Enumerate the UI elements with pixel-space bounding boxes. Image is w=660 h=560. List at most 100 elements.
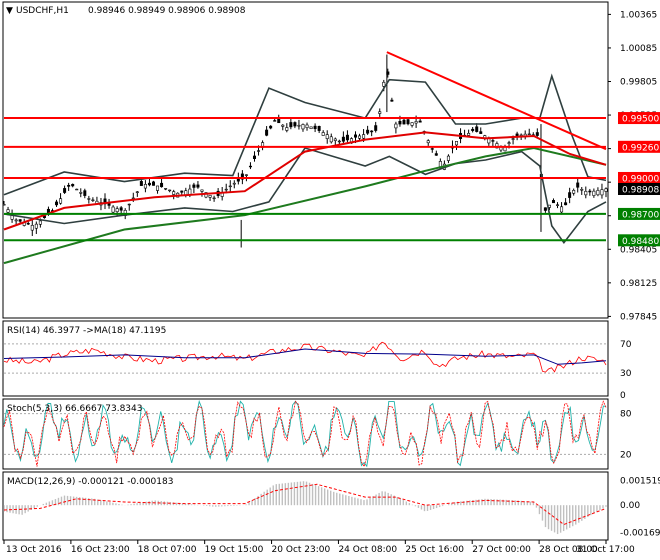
- candle-body: [564, 202, 568, 206]
- candle-body: [180, 190, 184, 193]
- candle-body: [325, 134, 329, 139]
- candle-body: [71, 183, 75, 187]
- level-price-tag: [618, 234, 660, 247]
- candle-body: [139, 181, 143, 186]
- candle-body: [580, 188, 584, 191]
- candle-body: [584, 190, 588, 196]
- candle-body: [543, 207, 547, 211]
- time-axis-label: 18 Oct 07:00: [138, 545, 197, 555]
- candle-body: [402, 119, 406, 125]
- candle-body: [527, 133, 531, 136]
- candle-body: [6, 209, 10, 213]
- candle-body: [446, 155, 450, 161]
- candle-body: [224, 188, 228, 191]
- candle-body: [87, 198, 91, 200]
- level-price-tag-text: 0.98700: [622, 210, 659, 220]
- time-axis-label: 27 Oct 00:00: [472, 545, 531, 555]
- price-panel-frame: [2, 1, 609, 319]
- macd-axis-label: 0.001519: [620, 477, 660, 487]
- candle-body: [438, 161, 442, 168]
- candle-body: [354, 134, 358, 138]
- candle-body: [2, 204, 6, 206]
- candle-body: [188, 188, 192, 195]
- macd-signal-line: [3, 483, 607, 526]
- candle-body: [14, 219, 18, 222]
- candle-body: [507, 142, 511, 144]
- candle-body: [305, 124, 309, 128]
- candle-body: [240, 173, 244, 180]
- candle-body: [151, 181, 155, 186]
- candle-body: [313, 125, 317, 130]
- candle-body: [551, 200, 555, 204]
- level-price-tag-text: 0.99000: [622, 174, 659, 184]
- time-axis-label: 19 Oct 15:00: [205, 545, 264, 555]
- candle-body: [406, 119, 410, 125]
- candle-body: [83, 190, 87, 196]
- candle-body: [232, 182, 236, 185]
- candle-body: [572, 190, 576, 194]
- candle-body: [248, 165, 252, 168]
- candle-body: [556, 204, 560, 206]
- candle-body: [592, 190, 596, 196]
- candle-body: [67, 184, 71, 187]
- candle-body: [515, 133, 519, 137]
- candle-body: [568, 192, 572, 198]
- current-price-tag-text: 0.98908: [622, 186, 659, 196]
- stoch-panel-frame: [2, 398, 609, 470]
- time-axis-label: 13 Oct 2016: [6, 545, 62, 555]
- candle-body: [588, 190, 592, 193]
- candle-body: [91, 199, 95, 201]
- candle-body: [135, 191, 139, 193]
- candle-body: [301, 124, 305, 130]
- candle-body: [471, 128, 475, 131]
- candle-body: [147, 182, 151, 186]
- candle-body: [309, 126, 313, 129]
- candle-body: [333, 138, 337, 141]
- candle-body: [341, 136, 345, 142]
- candle-body: [244, 174, 248, 176]
- candle-body: [257, 150, 261, 152]
- candle-body: [281, 124, 285, 127]
- candle-body: [75, 188, 79, 191]
- candle-body: [212, 197, 216, 200]
- candle-body: [196, 184, 200, 188]
- price-axis-label: 0.97845: [620, 312, 657, 322]
- candle-body: [358, 135, 362, 139]
- macd-axis-label: 0.00: [620, 501, 640, 511]
- candle-body: [511, 138, 515, 140]
- rsi-panel-frame: [2, 320, 609, 397]
- time-axis-label: 25 Oct 16:00: [405, 545, 464, 555]
- candle-body: [362, 134, 366, 139]
- time-axis-label: 16 Oct 23:00: [71, 545, 130, 555]
- candle-body: [378, 111, 382, 114]
- candle-body: [366, 129, 370, 134]
- candle-body: [200, 189, 204, 192]
- level-price-tag-text: 0.99500: [622, 115, 659, 125]
- bollinger-upper-band: [3, 73, 607, 196]
- candle-body: [398, 121, 402, 125]
- macd-axis-label: -0.001696: [620, 528, 660, 538]
- time-axis-label: 24 Oct 08:00: [338, 545, 397, 555]
- candle-body: [576, 182, 580, 188]
- candle-body: [455, 141, 459, 146]
- rsi-ma-line: [3, 348, 607, 365]
- axes: 1.003651.000850.998050.995250.992450.989…: [3, 10, 660, 555]
- candle-body: [252, 155, 256, 159]
- level-price-tag: [618, 207, 660, 220]
- candle-body: [390, 99, 394, 102]
- candle-body: [370, 130, 374, 133]
- candle-body: [596, 190, 600, 196]
- collapse-triangle-icon[interactable]: ▼: [6, 6, 13, 16]
- candle-body: [289, 122, 293, 128]
- candle-body: [604, 188, 608, 192]
- price-axis-label: 0.98405: [620, 245, 657, 255]
- candle-body: [115, 208, 119, 213]
- stoch-main-line: [3, 399, 607, 468]
- candle-body: [337, 140, 341, 143]
- price-header-ohlc: 0.98946 0.98949 0.98906 0.98908: [88, 6, 246, 16]
- rsi-line: [3, 341, 607, 373]
- candle-body: [560, 206, 564, 213]
- candle-body: [34, 223, 38, 229]
- candle-body: [297, 124, 301, 127]
